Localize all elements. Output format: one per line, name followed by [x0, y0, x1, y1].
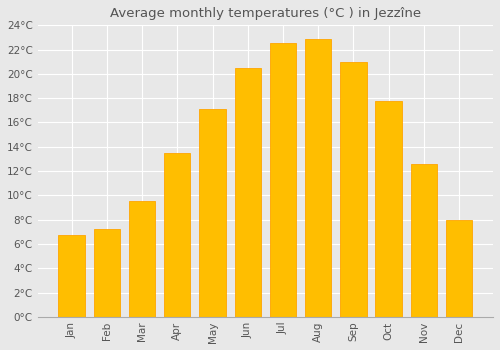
Bar — [410, 164, 437, 317]
Bar — [305, 38, 332, 317]
Bar — [340, 62, 366, 317]
Bar — [270, 43, 296, 317]
Bar — [58, 236, 85, 317]
Bar — [234, 68, 261, 317]
Title: Average monthly temperatures (°C ) in Jezzîne: Average monthly temperatures (°C ) in Je… — [110, 7, 421, 20]
Bar — [376, 100, 402, 317]
Bar — [200, 109, 226, 317]
Bar — [446, 220, 472, 317]
Bar — [129, 201, 156, 317]
Bar — [164, 153, 190, 317]
Bar — [94, 229, 120, 317]
